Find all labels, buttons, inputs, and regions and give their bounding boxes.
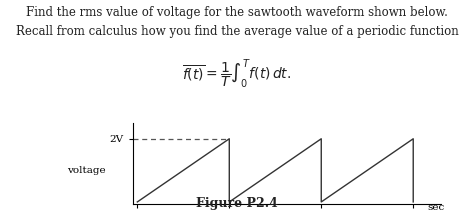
Text: $\overline{f(t)} = \dfrac{1}{T}\int_0^T f(t)\,dt.$: $\overline{f(t)} = \dfrac{1}{T}\int_0^T … — [182, 57, 292, 90]
Text: Figure P2.4: Figure P2.4 — [196, 197, 278, 210]
Text: sec: sec — [427, 203, 444, 212]
Text: Find the rms value of voltage for the sawtooth waveform shown below.: Find the rms value of voltage for the sa… — [26, 6, 448, 19]
Text: Recall from calculus how you find the average value of a periodic function: Recall from calculus how you find the av… — [16, 25, 458, 38]
Text: voltage: voltage — [67, 166, 106, 175]
